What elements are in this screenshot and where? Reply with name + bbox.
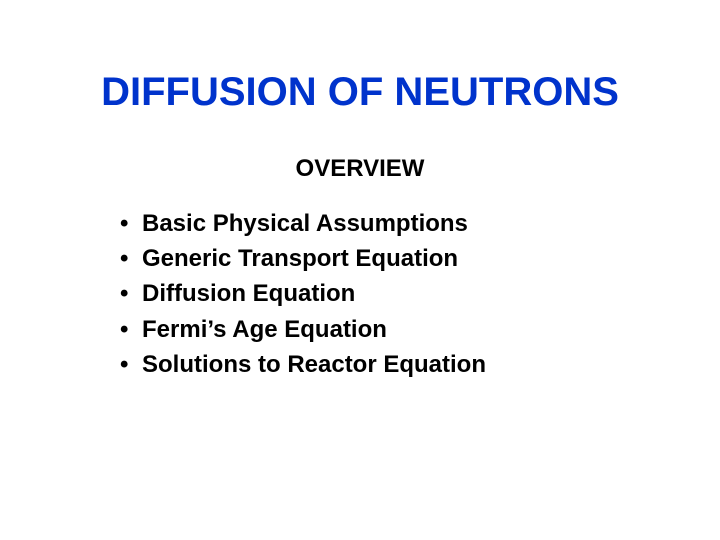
list-item: Fermi’s Age Equation: [120, 314, 720, 345]
list-item: Solutions to Reactor Equation: [120, 349, 720, 380]
list-item: Diffusion Equation: [120, 278, 720, 309]
list-item: Generic Transport Equation: [120, 243, 720, 274]
slide: DIFFUSION OF NEUTRONS OVERVIEW Basic Phy…: [0, 0, 720, 540]
slide-subtitle: OVERVIEW: [0, 155, 720, 183]
bullet-list: Basic Physical Assumptions Generic Trans…: [0, 208, 720, 380]
list-item: Basic Physical Assumptions: [120, 208, 720, 239]
slide-title: DIFFUSION OF NEUTRONS: [0, 70, 720, 115]
